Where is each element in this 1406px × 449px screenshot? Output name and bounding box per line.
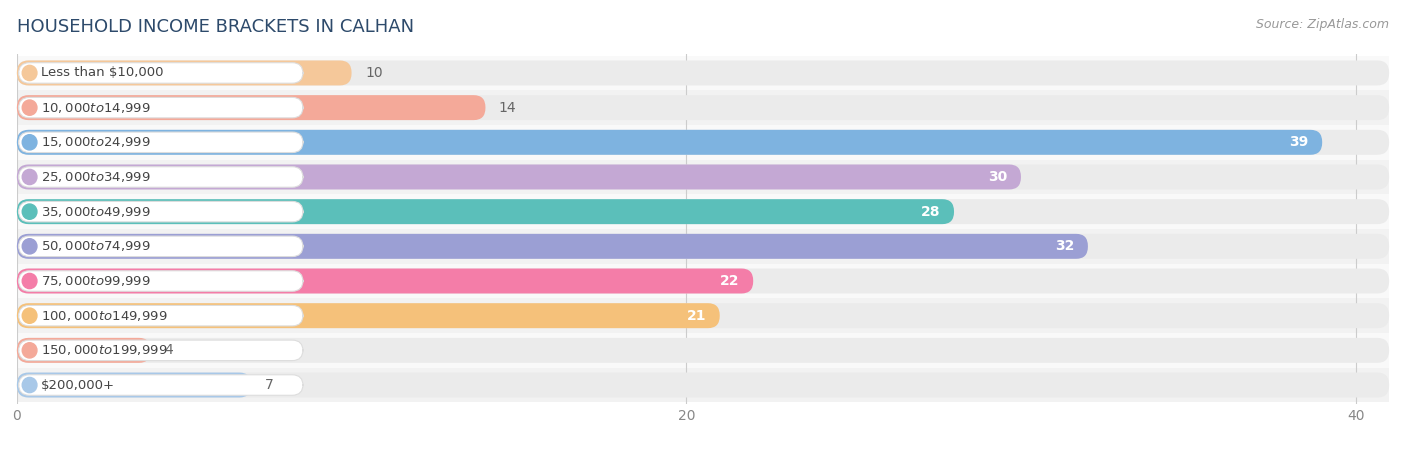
Text: $15,000 to $24,999: $15,000 to $24,999 [41, 135, 150, 150]
FancyBboxPatch shape [18, 167, 304, 187]
FancyBboxPatch shape [18, 97, 304, 118]
FancyBboxPatch shape [17, 269, 754, 294]
FancyBboxPatch shape [17, 90, 1389, 125]
Text: 21: 21 [688, 308, 706, 323]
Text: $200,000+: $200,000+ [41, 379, 115, 392]
Text: $35,000 to $49,999: $35,000 to $49,999 [41, 205, 150, 219]
Circle shape [22, 65, 37, 80]
FancyBboxPatch shape [17, 130, 1322, 155]
Circle shape [22, 239, 37, 254]
FancyBboxPatch shape [17, 338, 150, 363]
FancyBboxPatch shape [17, 125, 1389, 160]
FancyBboxPatch shape [17, 338, 1389, 363]
Circle shape [22, 100, 37, 115]
Text: 4: 4 [165, 343, 173, 357]
FancyBboxPatch shape [17, 373, 1389, 397]
FancyBboxPatch shape [17, 234, 1389, 259]
FancyBboxPatch shape [17, 303, 720, 328]
Circle shape [22, 378, 37, 393]
FancyBboxPatch shape [17, 373, 252, 397]
Circle shape [22, 135, 37, 150]
Circle shape [22, 204, 37, 219]
FancyBboxPatch shape [18, 202, 304, 222]
FancyBboxPatch shape [17, 61, 1389, 85]
Text: Source: ZipAtlas.com: Source: ZipAtlas.com [1256, 18, 1389, 31]
FancyBboxPatch shape [17, 194, 1389, 229]
FancyBboxPatch shape [17, 95, 485, 120]
FancyBboxPatch shape [18, 305, 304, 326]
FancyBboxPatch shape [18, 236, 304, 256]
FancyBboxPatch shape [17, 95, 1389, 120]
FancyBboxPatch shape [17, 164, 1021, 189]
Text: 32: 32 [1054, 239, 1074, 253]
Text: 22: 22 [720, 274, 740, 288]
FancyBboxPatch shape [17, 56, 1389, 90]
FancyBboxPatch shape [17, 303, 1389, 328]
Text: 30: 30 [988, 170, 1008, 184]
FancyBboxPatch shape [18, 132, 304, 153]
Circle shape [22, 169, 37, 185]
Text: 10: 10 [366, 66, 382, 80]
Text: 39: 39 [1289, 135, 1309, 150]
FancyBboxPatch shape [17, 229, 1389, 264]
FancyBboxPatch shape [18, 271, 304, 291]
FancyBboxPatch shape [17, 164, 1389, 189]
FancyBboxPatch shape [17, 199, 1389, 224]
Text: $150,000 to $199,999: $150,000 to $199,999 [41, 343, 167, 357]
FancyBboxPatch shape [17, 199, 955, 224]
Text: 28: 28 [921, 205, 941, 219]
Text: HOUSEHOLD INCOME BRACKETS IN CALHAN: HOUSEHOLD INCOME BRACKETS IN CALHAN [17, 18, 413, 36]
FancyBboxPatch shape [17, 298, 1389, 333]
FancyBboxPatch shape [17, 61, 352, 85]
FancyBboxPatch shape [18, 63, 304, 83]
Text: $10,000 to $14,999: $10,000 to $14,999 [41, 101, 150, 114]
Text: $25,000 to $34,999: $25,000 to $34,999 [41, 170, 150, 184]
FancyBboxPatch shape [17, 130, 1389, 155]
FancyBboxPatch shape [17, 368, 1389, 402]
FancyBboxPatch shape [17, 264, 1389, 298]
Text: $100,000 to $149,999: $100,000 to $149,999 [41, 308, 167, 323]
FancyBboxPatch shape [17, 333, 1389, 368]
Circle shape [22, 308, 37, 323]
Circle shape [22, 273, 37, 289]
FancyBboxPatch shape [18, 340, 304, 361]
Text: 7: 7 [264, 378, 273, 392]
Text: Less than $10,000: Less than $10,000 [41, 66, 163, 79]
FancyBboxPatch shape [18, 375, 304, 395]
Text: $50,000 to $74,999: $50,000 to $74,999 [41, 239, 150, 253]
Circle shape [22, 343, 37, 358]
Text: 14: 14 [499, 101, 516, 114]
Text: $75,000 to $99,999: $75,000 to $99,999 [41, 274, 150, 288]
FancyBboxPatch shape [17, 160, 1389, 194]
FancyBboxPatch shape [17, 269, 1389, 294]
FancyBboxPatch shape [17, 234, 1088, 259]
